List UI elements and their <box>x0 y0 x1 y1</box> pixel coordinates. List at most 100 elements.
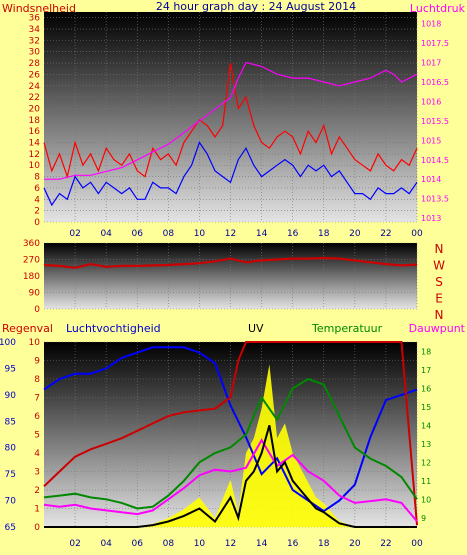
windspeed-tick-label: 2 <box>34 207 40 217</box>
rain-tick-label: 5 <box>34 431 40 441</box>
time-tick-label: 12 <box>225 229 236 239</box>
pressure-tick-label: 1015.5 <box>421 117 449 126</box>
windspeed-tick-label: 4 <box>34 195 40 205</box>
time-tick-label: 06 <box>132 229 144 239</box>
compass-label: S <box>435 275 443 289</box>
direction-tick-label: 360 <box>23 239 40 249</box>
uv-fill <box>44 364 417 527</box>
rain-tick-label: 9 <box>34 357 40 367</box>
rain-tick-label: 3 <box>34 468 40 478</box>
rain-tick-label: 4 <box>34 449 40 459</box>
windspeed-tick-label: 24 <box>29 82 41 92</box>
time-tick-label: 22 <box>380 229 391 239</box>
pressure-line <box>44 61 418 180</box>
temperature-tick-label: 10 <box>421 495 431 504</box>
pressure-tick-label: 1017 <box>421 59 441 68</box>
rain-tick-label: 10 <box>29 338 41 348</box>
windspeed-tick-label: 32 <box>29 36 40 46</box>
direction-tick-label: 90 <box>29 289 41 299</box>
humidity-tick-label: 75 <box>5 470 16 480</box>
windspeed-tick-label: 14 <box>29 139 41 149</box>
pressure-tick-label: 1016 <box>421 97 441 106</box>
time-tick-label: 08 <box>163 229 175 239</box>
time-tick-label: 20 <box>349 229 361 239</box>
compass-label: E <box>435 292 443 306</box>
time-tick-label: 04 <box>100 539 112 549</box>
dewpoint-line <box>43 438 418 523</box>
humidity-axis-title: Luchtvochtigheid <box>66 322 161 335</box>
windspeed-tick-label: 22 <box>29 93 40 103</box>
compass-label: W <box>433 259 445 273</box>
uv-line <box>44 425 417 528</box>
time-tick-label: 12 <box>225 539 236 549</box>
rain-tick-label: 0 <box>34 523 40 533</box>
time-tick-label: 22 <box>380 539 391 549</box>
rain-tick-label: 1 <box>34 505 40 515</box>
windspeed-tick-label: 18 <box>29 116 41 126</box>
rain-line <box>43 341 418 526</box>
windspeed-tick-label: 28 <box>29 59 41 69</box>
pressure-tick-label: 1013.5 <box>421 195 449 204</box>
time-tick-label: 04 <box>100 229 112 239</box>
temperature-tick-label: 14 <box>421 421 431 430</box>
windspeed-tick-label: 12 <box>29 150 40 160</box>
temperature-tick-label: 11 <box>421 477 431 486</box>
time-tick-label: 16 <box>287 229 299 239</box>
uv-axis-title: UV <box>248 322 264 335</box>
pressure-axis-title: Luchtdruk <box>410 2 466 15</box>
windspeed-tick-label: 36 <box>29 14 41 24</box>
pressure-tick-label: 1017.5 <box>421 39 449 48</box>
temperature-tick-label: 18 <box>421 347 431 356</box>
pressure-tick-label: 1014 <box>421 175 441 184</box>
temperature-tick-label: 17 <box>421 366 431 375</box>
uv-area <box>44 364 417 527</box>
rain-axis-title: Regenval <box>2 322 53 335</box>
windspeed-tick-label: 8 <box>34 173 40 183</box>
compass-label: N <box>435 242 444 256</box>
direction-tick-label: 0 <box>34 305 40 315</box>
compass-label: N <box>435 308 444 322</box>
windspeed-tick-label: 10 <box>29 161 41 171</box>
humidity-tick-label: 65 <box>5 523 16 533</box>
humidity-line <box>43 346 418 513</box>
rain-tick-label: 2 <box>34 486 40 496</box>
pressure-tick-label: 1018 <box>421 20 441 29</box>
pressure-tick-label: 1014.5 <box>421 156 449 165</box>
direction-tick-label: 180 <box>23 272 40 282</box>
windspeed-tick-label: 34 <box>29 25 41 35</box>
humidity-tick-label: 100 <box>0 338 16 348</box>
temperature-tick-label: 16 <box>421 384 431 393</box>
temperature-tick-label: 9 <box>421 514 426 523</box>
time-tick-label: 14 <box>256 539 268 549</box>
dewpoint-axis-title: Dauwpunt <box>409 322 466 335</box>
time-tick-label: 18 <box>318 539 330 549</box>
rain-tick-label: 7 <box>34 394 40 404</box>
tick-labels: 0246810121416182022242628303234361013101… <box>0 14 449 549</box>
windspeed-tick-label: 0 <box>34 218 40 228</box>
windspeed-tick-label: 6 <box>34 184 40 194</box>
pressure-tick-label: 1016.5 <box>421 78 449 87</box>
rain-tick-label: 8 <box>34 375 40 385</box>
pressure-tick-label: 1015 <box>421 136 441 145</box>
time-tick-label: 00 <box>411 539 423 549</box>
time-tick-label: 16 <box>287 539 299 549</box>
time-tick-label: 18 <box>318 229 330 239</box>
time-tick-label: 10 <box>194 229 206 239</box>
windspeed-axis-title: Windsnelheid <box>2 2 76 15</box>
humidity-tick-label: 80 <box>5 444 17 454</box>
windspeed-tick-label: 16 <box>29 127 41 137</box>
temperature-tick-label: 15 <box>421 403 431 412</box>
time-tick-label: 20 <box>349 539 361 549</box>
time-tick-label: 14 <box>256 229 268 239</box>
humidity-tick-label: 90 <box>5 391 17 401</box>
time-tick-label: 02 <box>69 539 80 549</box>
windspeed-tick-label: 20 <box>29 104 41 114</box>
windspeed-tick-label: 26 <box>29 70 41 80</box>
time-tick-label: 08 <box>163 539 175 549</box>
temperature-line <box>43 377 418 510</box>
time-tick-label: 00 <box>411 229 423 239</box>
time-tick-label: 10 <box>194 539 206 549</box>
temperature-tick-label: 13 <box>421 440 431 449</box>
time-tick-label: 02 <box>69 229 80 239</box>
